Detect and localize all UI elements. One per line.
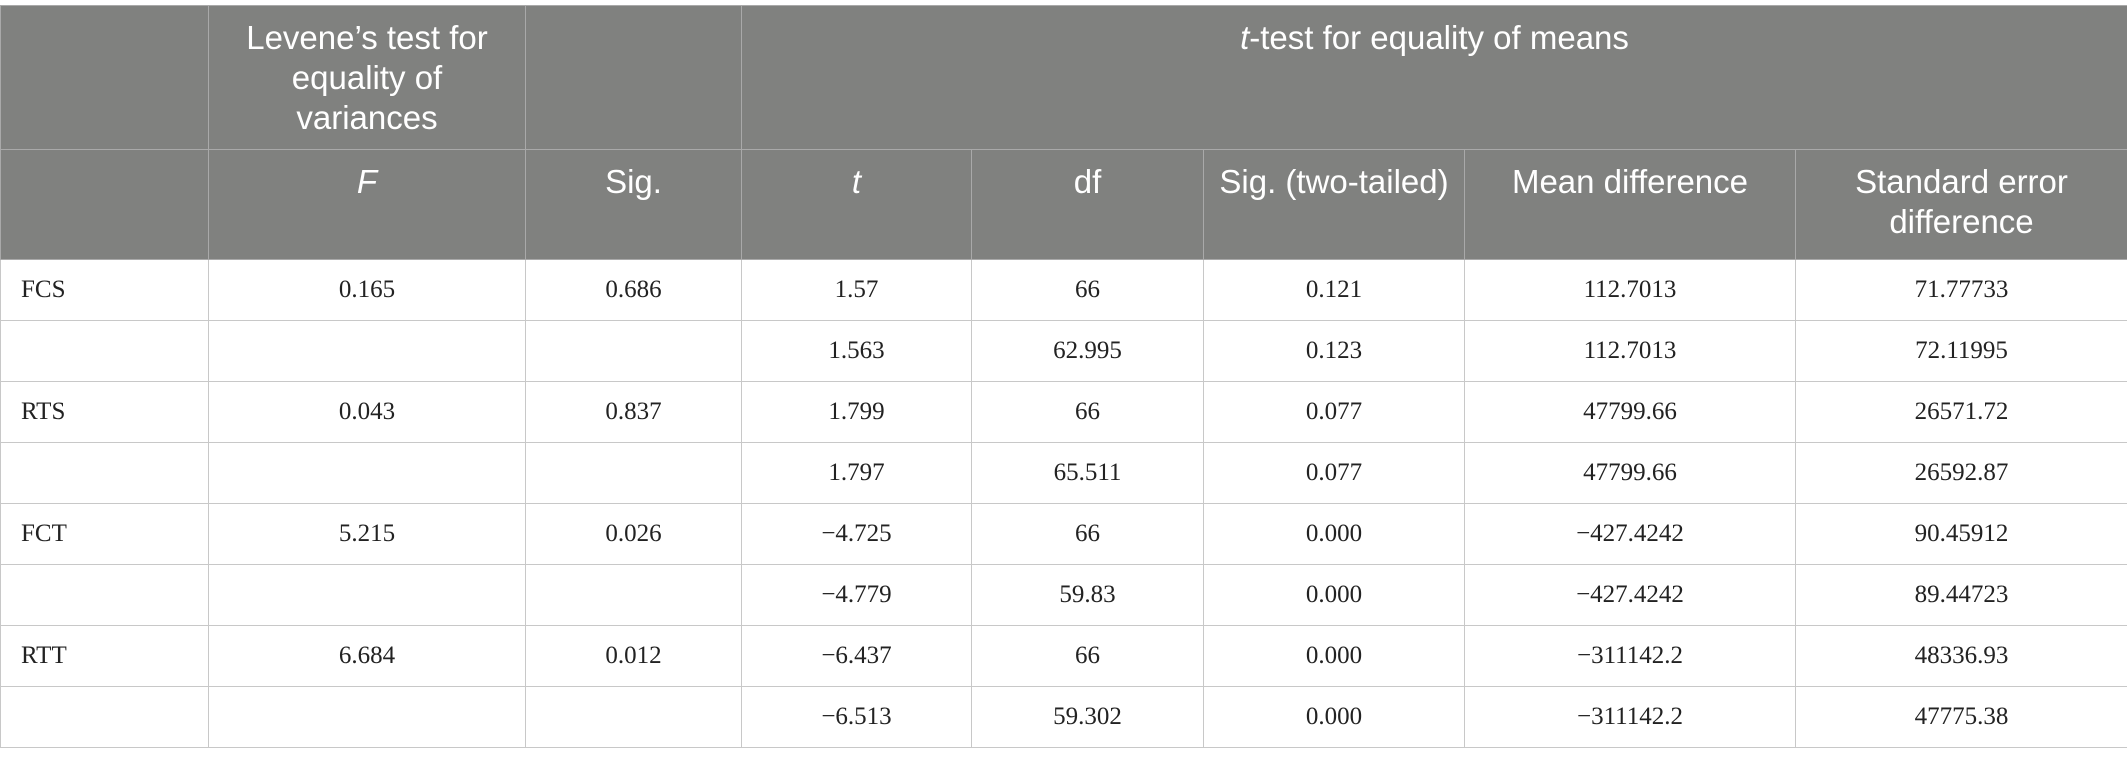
table-cell: 89.44723 xyxy=(1795,564,2127,626)
table-cell: 0.012 xyxy=(525,625,742,687)
table-cell: 59.83 xyxy=(971,564,1204,626)
table-cell: −311142.2 xyxy=(1464,686,1796,748)
empty-cell xyxy=(525,686,742,748)
header-text: Sig. (two-tailed) xyxy=(1219,163,1449,200)
table-cell: 0.026 xyxy=(525,503,742,565)
table-cell: 66 xyxy=(971,503,1204,565)
table-cell: 0.043 xyxy=(208,381,526,443)
table-cell: −427.4242 xyxy=(1464,564,1796,626)
header-row: F Sig. t df Sig. (two-tailed) Mean difference… xyxy=(0,149,2127,260)
table-cell: 47799.66 xyxy=(1464,442,1796,504)
empty-cell xyxy=(208,564,526,626)
table-cell: 66 xyxy=(971,259,1204,321)
table-cell: −311142.2 xyxy=(1464,625,1796,687)
table-row: RTS 0.043 0.837 1.799 66 0.077 47799.66 26571.7… xyxy=(0,381,2127,443)
table-cell: 0.077 xyxy=(1203,442,1465,504)
header-cell: Sig. (two-tailed) xyxy=(1203,149,1465,260)
table-cell: −427.4242 xyxy=(1464,503,1796,565)
table-row: 1.797 65.511 0.077 47799.66 26592.87 xyxy=(0,442,2127,504)
table-cell: 71.77733 xyxy=(1795,259,2127,321)
table-cell: 112.7013 xyxy=(1464,320,1796,382)
header-cell: df xyxy=(971,149,1204,260)
table-cell: FCT xyxy=(0,503,209,565)
header-text: Mean difference xyxy=(1511,163,1749,200)
empty-cell xyxy=(208,320,526,382)
header-cell: Mean difference xyxy=(1464,149,1796,260)
empty-cell xyxy=(525,442,742,504)
table-row: FCS 0.165 0.686 1.57 66 0.121 112.7013 71.77733 xyxy=(0,259,2127,321)
table-cell: 0.000 xyxy=(1203,686,1465,748)
table-cell: 0.121 xyxy=(1203,259,1465,321)
header-text: F xyxy=(356,163,378,200)
table-cell: 66 xyxy=(971,381,1204,443)
empty-cell xyxy=(525,564,742,626)
header-cell xyxy=(525,5,742,150)
header-text: -test for equality of means xyxy=(1249,19,1629,56)
table-cell: 1.797 xyxy=(741,442,972,504)
table-cell: 6.684 xyxy=(208,625,526,687)
table-cell: 0.165 xyxy=(208,259,526,321)
table-cell: 47799.66 xyxy=(1464,381,1796,443)
table-cell: −6.513 xyxy=(741,686,972,748)
header-cell: t-test for equality of means xyxy=(741,5,2127,150)
table-cell: 0.000 xyxy=(1203,503,1465,565)
header-cell: t xyxy=(741,149,972,260)
header-cell: Levene’s test for equality of variances xyxy=(208,5,526,150)
table-row: −6.513 59.302 0.000 −311142.2 47775.38 xyxy=(0,686,2127,748)
table-cell: 26571.72 xyxy=(1795,381,2127,443)
header-text: df xyxy=(1073,163,1102,200)
table-cell: RTS xyxy=(0,381,209,443)
table-cell: −4.779 xyxy=(741,564,972,626)
header-cell xyxy=(0,149,209,260)
header-text: t xyxy=(851,163,862,200)
table-cell: 1.57 xyxy=(741,259,972,321)
table-cell: 1.799 xyxy=(741,381,972,443)
empty-cell xyxy=(208,686,526,748)
table-row: FCT 5.215 0.026 −4.725 66 0.000 −427.4242 90.45… xyxy=(0,503,2127,565)
header-cell: Standard error difference xyxy=(1795,149,2127,260)
table-cell: 0.123 xyxy=(1203,320,1465,382)
table-cell: −4.725 xyxy=(741,503,972,565)
table-cell: 72.11995 xyxy=(1795,320,2127,382)
empty-cell xyxy=(525,320,742,382)
table-cell: 90.45912 xyxy=(1795,503,2127,565)
table-cell: 0.000 xyxy=(1203,564,1465,626)
table-cell: −6.437 xyxy=(741,625,972,687)
header-cell: Sig. xyxy=(525,149,742,260)
table-row: −4.779 59.83 0.000 −427.4242 89.44723 xyxy=(0,564,2127,626)
results-table: Levene’s test for equality of variances … xyxy=(0,5,2127,748)
table-body: FCS 0.165 0.686 1.57 66 0.121 112.7013 71.77733… xyxy=(0,259,2127,748)
empty-cell xyxy=(0,320,209,382)
table-cell: 26592.87 xyxy=(1795,442,2127,504)
empty-cell xyxy=(0,442,209,504)
empty-cell xyxy=(208,442,526,504)
table-cell: FCS xyxy=(0,259,209,321)
header-text: t xyxy=(1240,19,1250,56)
table-cell: 5.215 xyxy=(208,503,526,565)
table-cell: 48336.93 xyxy=(1795,625,2127,687)
table-cell: 62.995 xyxy=(971,320,1204,382)
table-cell: RTT xyxy=(0,625,209,687)
empty-cell xyxy=(0,686,209,748)
header-text: Standard error difference xyxy=(1855,163,2068,240)
table-cell: 0.686 xyxy=(525,259,742,321)
table-cell: 47775.38 xyxy=(1795,686,2127,748)
header-text: Levene’s test for equality of variances xyxy=(246,19,488,136)
table-cell: 0.077 xyxy=(1203,381,1465,443)
table-cell: 112.7013 xyxy=(1464,259,1796,321)
empty-cell xyxy=(0,564,209,626)
table-row: 1.563 62.995 0.123 112.7013 72.11995 xyxy=(0,320,2127,382)
header-cell xyxy=(0,5,209,150)
header-row: Levene’s test for equality of variances … xyxy=(0,5,2127,150)
table-cell: 65.511 xyxy=(971,442,1204,504)
table-cell: 59.302 xyxy=(971,686,1204,748)
header-cell: F xyxy=(208,149,526,260)
table-cell: 0.000 xyxy=(1203,625,1465,687)
table-cell: 0.837 xyxy=(525,381,742,443)
table-row: RTT 6.684 0.012 −6.437 66 0.000 −311142.2 48336… xyxy=(0,625,2127,687)
table-cell: 66 xyxy=(971,625,1204,687)
header-text: Sig. xyxy=(605,163,662,200)
table-cell: 1.563 xyxy=(741,320,972,382)
